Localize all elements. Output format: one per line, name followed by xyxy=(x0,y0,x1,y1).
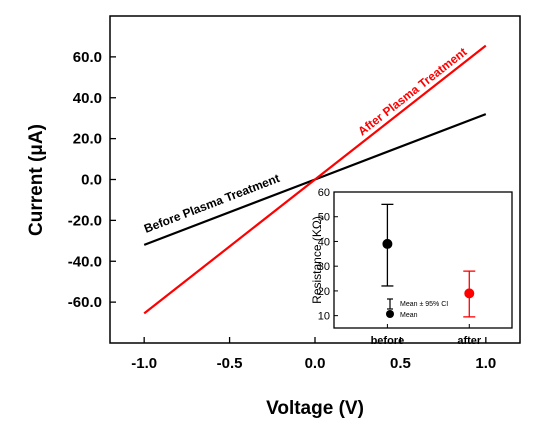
x-tick-label: 1.0 xyxy=(475,355,496,372)
mean-marker-before xyxy=(382,238,393,249)
mean-marker-after xyxy=(464,288,475,299)
inset-y-axis: 10 20 30 40 50 60 xyxy=(318,187,338,323)
x-tick-label: -1.0 xyxy=(131,355,157,372)
y-tick-label: -40.0 xyxy=(68,253,102,270)
series-label-after: After Plasma Treatment xyxy=(355,45,469,139)
inset-category-label: before xyxy=(371,335,405,347)
inset-y-tick-label: 10 xyxy=(318,311,330,323)
x-tick-label: 0.0 xyxy=(305,355,326,372)
inset-y-tick-label: 50 xyxy=(318,212,330,224)
y-tick-label: 0.0 xyxy=(81,172,102,189)
x-axis: -1.0 -0.5 0.0 0.5 1.0 xyxy=(131,337,496,372)
x-tick-label: -0.5 xyxy=(217,355,243,372)
inset-x-axis: before after xyxy=(371,324,482,347)
x-axis-title: Voltage (V) xyxy=(266,398,364,419)
inset-y-tick-label: 60 xyxy=(318,187,330,199)
y-tick-label: 60.0 xyxy=(73,49,102,66)
legend-ci-label: Mean ± 95% CI xyxy=(400,301,448,308)
x-tick-label: 0.5 xyxy=(390,355,411,372)
y-tick-label: 40.0 xyxy=(73,90,102,107)
inset-category-label: after xyxy=(457,335,482,347)
y-axis-title: Current (μA) xyxy=(26,124,47,236)
inset-y-tick-label: 30 xyxy=(318,261,330,273)
after-treatment-line xyxy=(143,44,487,315)
inset-legend: Mean ± 95% CI Mean xyxy=(386,298,448,319)
y-tick-label: 20.0 xyxy=(73,131,102,148)
legend-mean-label: Mean xyxy=(400,312,418,319)
series-label-before: Before Plasma Treatment xyxy=(142,171,282,236)
y-axis: -60.0 -40.0 -20.0 0.0 20.0 40.0 60.0 xyxy=(68,49,116,311)
y-tick-label: -20.0 xyxy=(68,212,102,229)
inset-chart: 10 20 30 40 50 60 before after Resistance (KΩ)… xyxy=(310,187,513,347)
y-tick-label: -60.0 xyxy=(68,294,102,311)
inset-points xyxy=(381,203,476,318)
inset-frame xyxy=(333,191,513,329)
inset-y-tick-label: 20 xyxy=(318,286,330,298)
series-lines xyxy=(143,44,487,315)
legend-mean-marker xyxy=(386,310,394,318)
inset-y-tick-label: 40 xyxy=(318,236,330,248)
inset-y-axis-title: Resistance (KΩ) xyxy=(310,216,324,304)
